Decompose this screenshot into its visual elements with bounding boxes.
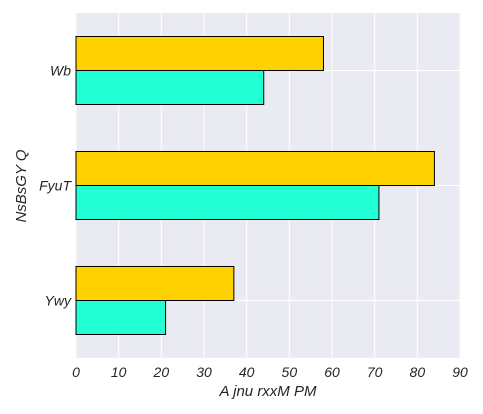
y-tick-label: Wb: [50, 63, 71, 79]
x-tick-label: 80: [410, 364, 426, 380]
x-tick-label: 30: [196, 364, 212, 380]
bar-series-2-wb: [75, 70, 265, 105]
bar-series-1-ywy: [75, 266, 235, 301]
x-axis-label: A jnu rxxM PM: [219, 383, 317, 400]
x-tick-label: 10: [111, 364, 127, 380]
bar-series-1-fyut: [75, 151, 435, 186]
x-tick-label: 60: [324, 364, 340, 380]
y-tick-labels: Wb FyuT Ywy: [39, 63, 72, 309]
bars: [75, 36, 435, 335]
x-tick-label: 90: [452, 364, 468, 380]
y-tick-label: FyuT: [39, 178, 72, 194]
x-tick-label: 70: [367, 364, 383, 380]
bar-series-2-fyut: [75, 185, 380, 220]
y-tick-label: Ywy: [45, 293, 72, 309]
x-tick-label: 0: [72, 364, 80, 380]
bar-series-1-wb: [75, 36, 324, 71]
x-tick-label: 50: [282, 364, 298, 380]
x-tick-label: 20: [153, 364, 170, 380]
x-tick-label: 40: [239, 364, 255, 380]
x-tick-labels: 0 10 20 30 40 50 60 70 80 90: [72, 364, 468, 380]
y-axis-label: NsBsGY Q: [13, 149, 30, 222]
bar-series-2-ywy: [75, 300, 167, 335]
